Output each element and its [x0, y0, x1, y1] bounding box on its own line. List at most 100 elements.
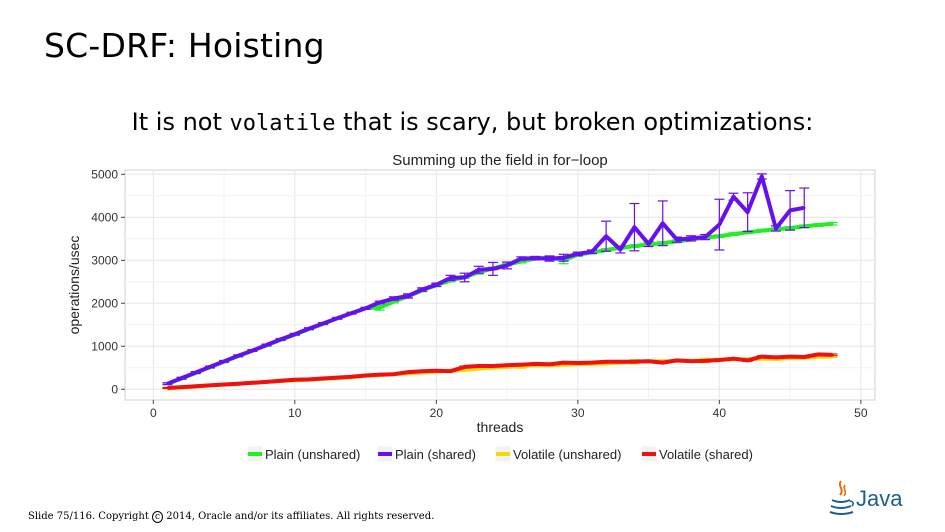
y-tick-label: 5000: [91, 167, 118, 181]
data-point: [661, 361, 664, 364]
java-cup-icon: [829, 480, 854, 515]
data-point: [166, 382, 169, 385]
data-point: [505, 363, 509, 367]
data-point: [265, 343, 268, 347]
data-point: [420, 369, 424, 373]
data-point: [222, 360, 226, 363]
data-point: [760, 175, 763, 178]
data-point: [633, 225, 636, 229]
data-point: [619, 360, 622, 363]
data-point: [604, 235, 608, 238]
x-tick-label: 30: [571, 406, 585, 420]
data-point: [562, 256, 565, 259]
data-point: [463, 276, 466, 279]
throughput-chart: Summing up the field in for−loop 0 10 20 30 4…: [66, 152, 876, 463]
java-logo: Java: [828, 478, 918, 520]
data-point: [689, 237, 693, 240]
data-point: [520, 363, 523, 366]
footer-copyright-text: 2014, Oracle and/or its affiliates. All …: [166, 511, 435, 522]
data-point: [420, 288, 424, 291]
data-point: [208, 384, 212, 387]
data-point: [703, 235, 707, 239]
data-point: [774, 356, 778, 359]
data-point: [279, 338, 282, 341]
data-point: [350, 311, 353, 315]
data-point: [633, 360, 636, 363]
data-point: [449, 276, 452, 280]
data-point: [689, 360, 693, 363]
data-point: [760, 355, 763, 358]
x-axis-label: threads: [477, 419, 524, 435]
data-point: [350, 375, 353, 378]
data-point: [194, 371, 197, 374]
data-point: [746, 210, 749, 214]
data-point: [803, 355, 806, 359]
data-point: [392, 300, 396, 303]
footer-copyright-label: Copyright: [98, 511, 149, 522]
y-axis-label: operations/usec: [66, 236, 82, 335]
data-point: [307, 378, 311, 381]
slide-footer: Slide 75/116. Copyright c 2014, Oracle a…: [28, 511, 435, 523]
data-point: [817, 223, 820, 227]
data-point: [647, 360, 650, 363]
x-tick-label: 0: [150, 406, 157, 420]
data-point: [831, 353, 834, 357]
series-volatile-shared: [162, 352, 838, 390]
data-point: [406, 294, 410, 298]
subtitle-text-post: that is scary, but broken optimizations:: [335, 108, 814, 136]
data-point: [788, 355, 792, 358]
slide-subtitle: It is not volatile that is scary, but br…: [0, 108, 945, 136]
data-point: [576, 361, 580, 365]
data-point: [180, 385, 183, 389]
chart-legend: Plain (unshared) Plain (shared) Volatile (…: [246, 445, 753, 463]
data-point: [293, 333, 297, 336]
legend-label: Plain (unshared): [265, 447, 360, 462]
data-point: [534, 362, 537, 366]
y-tick-label: 4000: [91, 210, 118, 224]
x-tick-label: 20: [430, 406, 444, 420]
data-point: [463, 368, 466, 372]
data-point: [661, 222, 664, 225]
data-point: [718, 358, 721, 362]
x-tick-label: 10: [288, 406, 302, 420]
data-point: [279, 379, 282, 382]
data-point: [548, 363, 551, 366]
data-point: [449, 369, 452, 373]
x-tick-label: 50: [854, 406, 868, 420]
data-point: [590, 250, 594, 253]
java-logo-text: Java: [856, 486, 903, 511]
data-point: [732, 232, 735, 236]
data-point: [760, 229, 763, 232]
data-point: [435, 283, 438, 286]
data-point: [604, 360, 608, 363]
data-point: [774, 227, 778, 230]
data-point: [392, 297, 396, 300]
data-point: [251, 349, 254, 352]
copyright-icon: c: [152, 511, 164, 523]
data-point: [732, 357, 735, 360]
data-point: [463, 365, 466, 369]
data-point: [562, 361, 565, 364]
data-point: [364, 307, 367, 310]
data-point: [675, 359, 679, 362]
legend-label: Volatile (shared): [659, 447, 753, 462]
data-point: [378, 301, 381, 304]
data-point: [307, 327, 311, 330]
series-plain-shared: [162, 173, 810, 386]
data-point: [619, 248, 622, 251]
slide-title: SC-DRF: Hoisting: [44, 26, 325, 65]
data-point: [194, 385, 197, 388]
y-tick-label: 1000: [91, 339, 118, 353]
y-tick-label: 0: [111, 382, 118, 396]
data-point: [647, 242, 650, 246]
data-point: [166, 386, 169, 390]
data-point: [237, 354, 240, 357]
chart-title: Summing up the field in for−loop: [392, 152, 608, 169]
series-line: [167, 352, 833, 390]
data-point: [732, 195, 735, 198]
data-point: [491, 364, 495, 368]
data-point: [378, 306, 381, 309]
data-point: [180, 376, 183, 380]
series-line: [166, 174, 805, 386]
data-point: [491, 267, 495, 271]
